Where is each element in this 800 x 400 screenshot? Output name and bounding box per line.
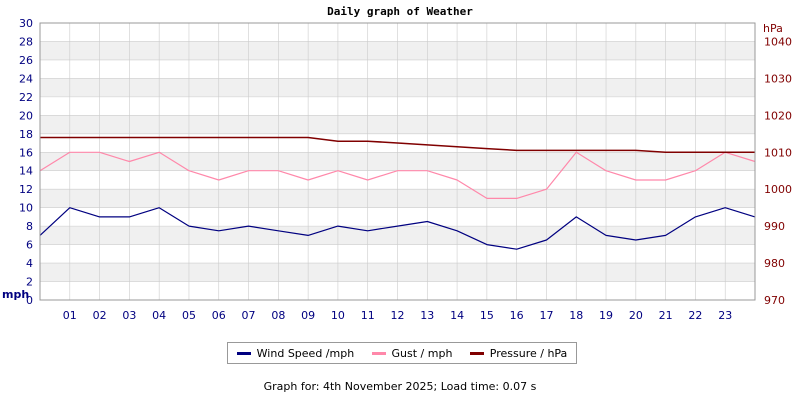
legend: Wind Speed /mph Gust / mph Pressure / hP… (227, 342, 577, 364)
right-axis-ticks: 970 980 990 1000 1010 1020 1030 1040 (764, 35, 792, 307)
y-right-tick-970: 970 (764, 294, 785, 307)
x-tick-22: 22 (688, 309, 702, 322)
x-tick-07: 07 (242, 309, 256, 322)
chart-title: Daily graph of Weather (327, 5, 473, 18)
y-left-tick-28: 28 (19, 35, 33, 48)
y-left-tick-12: 12 (19, 183, 33, 196)
y-axis-left-label: mph (2, 288, 29, 301)
legend-label-wind-speed: Wind Speed /mph (256, 346, 355, 360)
x-tick-21: 21 (659, 309, 673, 322)
x-tick-20: 20 (629, 309, 643, 322)
x-tick-16: 16 (510, 309, 524, 322)
y-left-tick-16: 16 (19, 146, 33, 159)
y-left-tick-26: 26 (19, 54, 33, 67)
legend-item-gust: Gust / mph (371, 346, 453, 360)
legend-label-gust: Gust / mph (391, 346, 453, 360)
x-tick-10: 10 (331, 309, 345, 322)
y-left-tick-2: 2 (26, 276, 33, 289)
x-tick-13: 13 (420, 309, 434, 322)
y-left-tick-24: 24 (19, 72, 33, 85)
x-tick-17: 17 (539, 309, 553, 322)
x-tick-09: 09 (301, 309, 315, 322)
x-tick-01: 01 (63, 309, 77, 322)
y-left-tick-4: 4 (26, 257, 33, 270)
legend-item-wind-speed: Wind Speed /mph (236, 346, 355, 360)
y-left-tick-30: 30 (19, 17, 33, 30)
x-tick-08: 08 (271, 309, 285, 322)
legend-item-pressure: Pressure / hPa (469, 346, 568, 360)
y-left-tick-18: 18 (19, 128, 33, 141)
legend-swatch-pressure (469, 351, 484, 355)
y-right-tick-1000: 1000 (764, 183, 792, 196)
plot-frame (39, 22, 756, 301)
footer-status: Graph for: 4th November 2025; Load time:… (263, 380, 537, 393)
y-left-tick-8: 8 (26, 220, 33, 233)
x-tick-19: 19 (599, 309, 613, 322)
x-tick-12: 12 (391, 309, 405, 322)
y-right-tick-1020: 1020 (764, 109, 792, 122)
x-tick-15: 15 (480, 309, 494, 322)
x-tick-03: 03 (122, 309, 136, 322)
y-right-tick-980: 980 (764, 257, 785, 270)
series-pressure-hpa (40, 136, 755, 154)
x-tick-05: 05 (182, 309, 196, 322)
y-left-tick-10: 10 (19, 202, 33, 215)
y-right-tick-1030: 1030 (764, 72, 792, 85)
series-layer (39, 136, 756, 250)
series-gust-mph (39, 151, 756, 199)
y-left-tick-14: 14 (19, 165, 33, 178)
y-right-tick-990: 990 (764, 220, 785, 233)
y-right-tick-1040: 1040 (764, 35, 792, 48)
y-left-tick-0: 0 (26, 294, 33, 307)
legend-swatch-wind-speed (236, 351, 251, 355)
y-left-tick-22: 22 (19, 91, 33, 104)
series-wind-speed-mph (39, 207, 756, 250)
y-left-tick-6: 6 (26, 239, 33, 252)
x-tick-06: 06 (212, 309, 226, 322)
y-right-tick-1010: 1010 (764, 146, 792, 159)
x-tick-18: 18 (569, 309, 583, 322)
x-tick-04: 04 (152, 309, 166, 322)
x-tick-23: 23 (718, 309, 732, 322)
x-tick-14: 14 (450, 309, 464, 322)
y-left-tick-20: 20 (19, 109, 33, 122)
y-axis-right-label: hPa (763, 22, 783, 35)
x-tick-11: 11 (361, 309, 375, 322)
x-axis-ticks: 01 02 03 04 05 06 07 08 09 10 11 12 13 14 15 16 17 18 19 20… (63, 309, 732, 322)
legend-label-pressure: Pressure / hPa (489, 346, 568, 360)
legend-swatch-gust (371, 351, 386, 355)
x-tick-02: 02 (93, 309, 107, 322)
